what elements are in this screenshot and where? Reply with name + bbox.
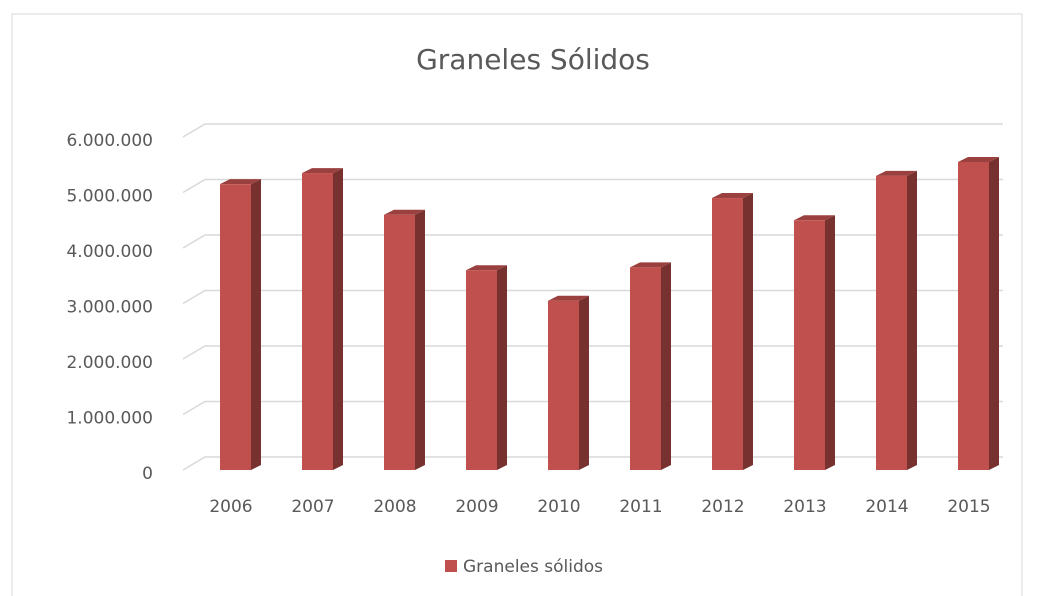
bar <box>220 179 261 471</box>
bar-front <box>220 184 251 471</box>
bar-top <box>302 168 343 174</box>
bar-side <box>251 179 261 471</box>
bar-side <box>661 262 671 470</box>
legend-swatch <box>445 560 457 572</box>
y-tick-label: 4.000.000 <box>66 242 153 262</box>
legend-label: Graneles sólidos <box>463 557 603 577</box>
y-tick-label: 6.000.000 <box>66 131 153 151</box>
bar-front <box>466 270 497 470</box>
bar-top <box>712 193 753 199</box>
bar-side <box>743 193 753 471</box>
y-tick-label: 5.000.000 <box>66 187 153 207</box>
bar-top <box>958 156 999 162</box>
y-tick-label: 0 <box>142 464 153 484</box>
bar-front <box>630 267 661 470</box>
bar-side <box>907 170 917 470</box>
bar-front <box>384 214 415 470</box>
bar-side <box>415 209 425 470</box>
bar-front <box>876 175 907 470</box>
y-tick-label: 1.000.000 <box>66 409 153 429</box>
y-tick-label: 2.000.000 <box>66 353 153 373</box>
bar-front <box>712 198 743 471</box>
x-tick-label: 2011 <box>619 497 662 517</box>
bar <box>958 156 999 470</box>
grid-line <box>182 123 1003 138</box>
x-tick-label: 2012 <box>701 497 744 517</box>
bar <box>712 193 753 471</box>
bar-front <box>958 161 989 470</box>
bar-side <box>825 215 835 470</box>
bar-top <box>630 262 671 268</box>
y-tick-label: 3.000.000 <box>66 298 153 318</box>
x-tick-label: 2014 <box>865 497 908 517</box>
x-tick-label: 2010 <box>537 497 580 517</box>
x-tick-label: 2015 <box>947 497 990 517</box>
bar <box>466 265 507 470</box>
bar-top <box>220 179 261 185</box>
bar-side <box>497 265 507 470</box>
bar-top <box>548 295 589 301</box>
bar <box>548 295 589 470</box>
bar-top <box>794 215 835 221</box>
bar-side <box>333 168 343 470</box>
bar-front <box>302 173 333 470</box>
bar-top <box>466 265 507 271</box>
bar <box>630 262 671 470</box>
bar <box>302 168 343 470</box>
x-tick-label: 2006 <box>209 497 252 517</box>
chart-title: Graneles Sólidos <box>416 43 650 76</box>
bar-top <box>384 209 425 215</box>
bar-side <box>989 156 999 470</box>
x-tick-label: 2008 <box>373 497 416 517</box>
bar <box>794 215 835 470</box>
bar-side <box>579 295 589 470</box>
grid-line <box>182 178 1003 194</box>
x-tick-label: 2009 <box>455 497 498 517</box>
x-tick-label: 2007 <box>291 497 334 517</box>
x-tick-label: 2013 <box>783 497 826 517</box>
bar-top <box>876 170 917 176</box>
bar-front <box>548 300 579 470</box>
bar <box>876 170 917 470</box>
bar-front <box>794 220 825 470</box>
chart-border <box>11 13 1023 596</box>
bar <box>384 209 425 470</box>
